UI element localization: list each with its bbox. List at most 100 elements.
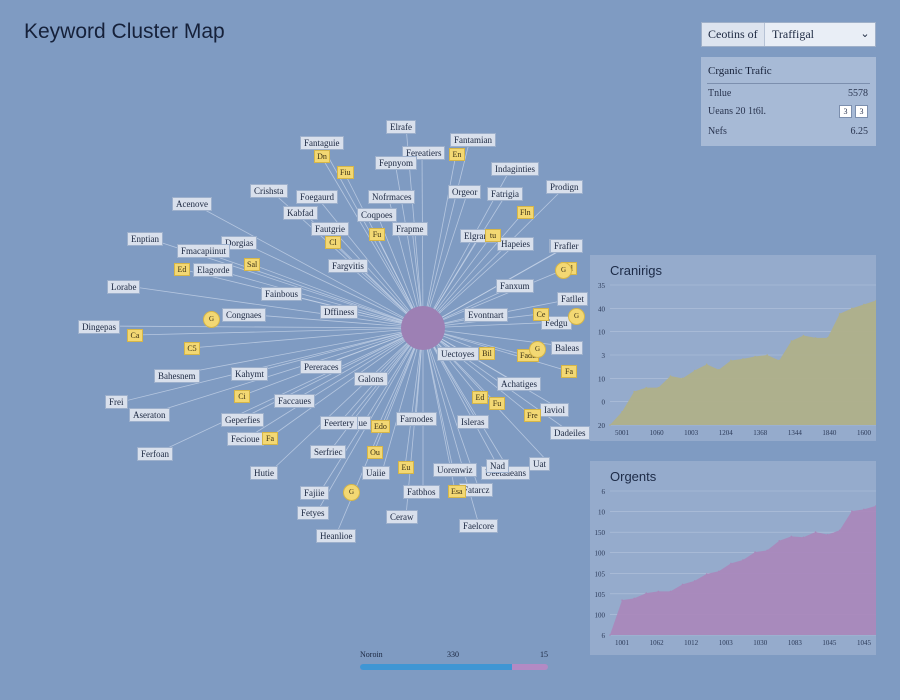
keyword-chip[interactable]: Ce bbox=[533, 308, 549, 321]
keyword-label[interactable]: Fatrigia bbox=[487, 187, 523, 201]
keyword-label[interactable]: Ceraw bbox=[386, 510, 418, 524]
keyword-label[interactable]: Iaviol bbox=[540, 403, 569, 417]
keyword-chip[interactable]: Fu bbox=[489, 397, 505, 410]
keyword-chip[interactable]: Fu bbox=[369, 228, 385, 241]
keyword-label[interactable]: Lorabe bbox=[107, 280, 141, 294]
keyword-label[interactable]: Dffiness bbox=[320, 305, 359, 319]
keyword-chip[interactable]: Dn bbox=[314, 150, 330, 163]
keyword-label[interactable]: Kahymt bbox=[231, 367, 268, 381]
keyword-label[interactable]: Frapme bbox=[392, 222, 428, 236]
keyword-chip[interactable]: Esa bbox=[448, 485, 466, 498]
keyword-label[interactable]: Fainbous bbox=[261, 287, 303, 301]
keyword-label[interactable]: Fajiie bbox=[300, 486, 329, 500]
keyword-label[interactable]: Kabfad bbox=[283, 206, 318, 220]
keyword-label[interactable]: Enptian bbox=[127, 232, 163, 246]
keyword-node[interactable]: G bbox=[555, 262, 572, 279]
keyword-label[interactable]: Fantamian bbox=[450, 133, 496, 147]
data-point bbox=[669, 590, 672, 593]
keyword-chip[interactable]: Fre bbox=[524, 409, 541, 422]
keyword-chip[interactable]: tu bbox=[485, 229, 501, 242]
keyword-label[interactable]: Heanlioe bbox=[316, 529, 357, 543]
keyword-label[interactable]: Fmacapiinut bbox=[177, 244, 230, 258]
keyword-label[interactable]: Bahesnem bbox=[154, 369, 200, 383]
keyword-chip[interactable]: Ca bbox=[127, 329, 143, 342]
keyword-label[interactable]: Fargvitis bbox=[328, 259, 368, 273]
keyword-label[interactable]: Orgeor bbox=[448, 185, 482, 199]
keyword-label[interactable]: Acenove bbox=[172, 197, 212, 211]
chevron-down-icon[interactable]: ⌄ bbox=[860, 28, 870, 40]
keyword-label[interactable]: Fepnyom bbox=[375, 156, 418, 170]
keyword-node[interactable]: G bbox=[343, 484, 360, 501]
keyword-label[interactable]: Galons bbox=[354, 372, 388, 386]
keyword-label[interactable]: Dingepas bbox=[78, 320, 120, 334]
keyword-label[interactable]: Frei bbox=[105, 395, 128, 409]
keyword-label[interactable]: Uaiie bbox=[362, 466, 390, 480]
keyword-chip[interactable]: Bil bbox=[479, 347, 495, 360]
keyword-label[interactable]: Frafler bbox=[550, 239, 583, 253]
keyword-label[interactable]: Fantaguie bbox=[300, 136, 344, 150]
keyword-chip[interactable]: Edo bbox=[371, 420, 390, 433]
keyword-chip[interactable]: Sal bbox=[244, 258, 261, 271]
keyword-label[interactable]: Elrafe bbox=[386, 120, 416, 134]
keyword-label[interactable]: Hutie bbox=[250, 466, 278, 480]
dropdown-value[interactable]: Traffigal bbox=[772, 27, 814, 41]
keyword-label[interactable]: Fetyes bbox=[297, 506, 329, 520]
keyword-chip[interactable]: Ou bbox=[367, 446, 383, 459]
keyword-label[interactable]: Ferfoan bbox=[137, 447, 173, 461]
keyword-node[interactable]: G bbox=[529, 341, 546, 358]
keyword-chip[interactable]: Ci bbox=[234, 390, 250, 403]
keyword-label[interactable]: Farnodes bbox=[396, 412, 437, 426]
keyword-label[interactable]: Serfriec bbox=[310, 445, 347, 459]
keyword-chip[interactable]: Eu bbox=[398, 461, 414, 474]
keyword-node[interactable]: G bbox=[568, 308, 585, 325]
keyword-label[interactable]: Coqpoes bbox=[357, 208, 397, 222]
keyword-label[interactable]: Elagorde bbox=[193, 263, 234, 277]
keyword-label[interactable]: Hapeies bbox=[497, 237, 534, 251]
keyword-label[interactable]: Fecioue bbox=[227, 432, 264, 446]
keyword-label[interactable]: Crishsta bbox=[250, 184, 288, 198]
keyword-label[interactable]: Fatllet bbox=[557, 292, 588, 306]
keyword-chip[interactable]: Fln bbox=[517, 206, 534, 219]
keyword-label[interactable]: Fatbhos bbox=[403, 485, 440, 499]
cluster-hub[interactable] bbox=[401, 306, 445, 350]
keyword-chip[interactable]: Cl bbox=[325, 236, 341, 249]
keyword-label[interactable]: Pereraces bbox=[300, 360, 343, 374]
keyword-label[interactable]: Isleras bbox=[457, 415, 489, 429]
keyword-chip[interactable]: Ed bbox=[472, 391, 488, 404]
keyword-label[interactable]: Prodign bbox=[546, 180, 583, 194]
keyword-label[interactable]: Uat bbox=[529, 457, 550, 471]
keyword-label[interactable]: Nad bbox=[486, 459, 509, 473]
keyword-label[interactable]: Congnaes bbox=[222, 308, 266, 322]
keyword-label[interactable]: Aseraton bbox=[129, 408, 170, 422]
keyword-label[interactable]: Indaginties bbox=[491, 162, 539, 176]
keyword-label[interactable]: Fatarcz bbox=[459, 483, 494, 497]
legend-track[interactable] bbox=[360, 664, 548, 670]
keyword-label[interactable]: Evontnart bbox=[464, 308, 508, 322]
metric-dropdown[interactable]: Ceotins of Traffigal ⌄ bbox=[701, 22, 876, 47]
keyword-label[interactable]: Achatiges bbox=[497, 377, 541, 391]
keyword-label[interactable]: Uorenwiz bbox=[433, 463, 477, 477]
cluster-link bbox=[329, 327, 424, 452]
keyword-label[interactable]: Foegaurd bbox=[296, 190, 338, 204]
keyword-chip[interactable]: Fiu bbox=[337, 166, 354, 179]
keyword-label[interactable]: Uectoyes bbox=[437, 347, 479, 361]
keyword-chip[interactable]: Fa bbox=[561, 365, 577, 378]
keyword-label[interactable]: Fautgrie bbox=[311, 222, 349, 236]
keyword-chip[interactable]: Fa bbox=[262, 432, 278, 445]
keyword-label[interactable]: Baleas bbox=[551, 341, 583, 355]
keyword-chip[interactable]: C5 bbox=[184, 342, 200, 355]
keyword-label[interactable]: Dadeiles bbox=[550, 426, 590, 440]
toggle-button[interactable]: 3 bbox=[855, 105, 868, 118]
keyword-label[interactable]: Nofrmaces bbox=[368, 190, 416, 204]
keyword-label[interactable]: Feertery bbox=[320, 416, 358, 430]
data-point bbox=[645, 592, 648, 594]
keyword-label[interactable]: Faccaues bbox=[274, 394, 315, 408]
keyword-label[interactable]: Faelcore bbox=[459, 519, 498, 533]
keyword-node[interactable]: G bbox=[203, 311, 220, 328]
keyword-label[interactable]: Geperfies bbox=[221, 413, 264, 427]
toggle-button[interactable]: 3 bbox=[839, 105, 852, 118]
keyword-label[interactable]: Fanxum bbox=[496, 279, 534, 293]
keyword-label[interactable]: Dorgias bbox=[221, 236, 258, 250]
keyword-chip[interactable]: En bbox=[449, 148, 465, 161]
keyword-chip[interactable]: Ed bbox=[174, 263, 190, 276]
